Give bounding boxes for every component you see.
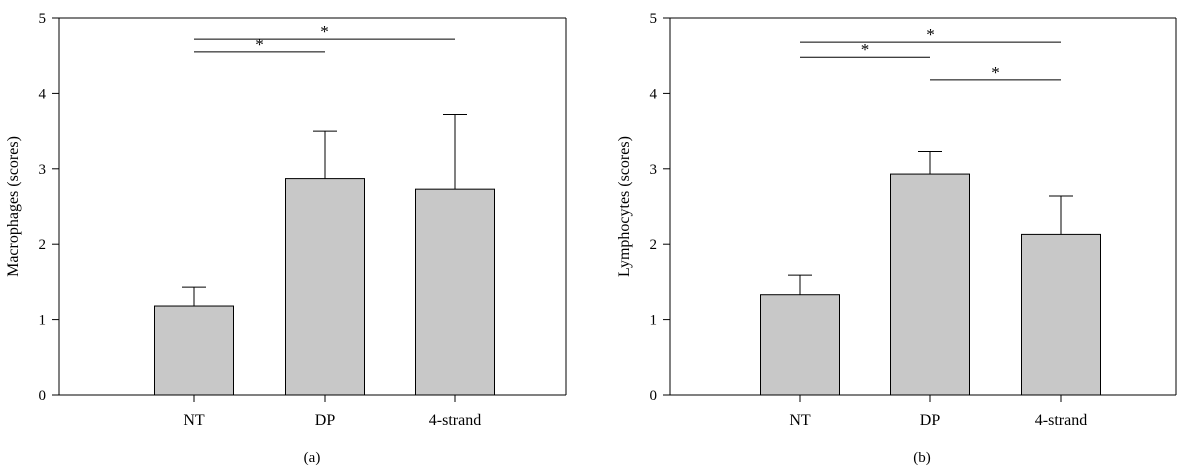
panel-a-bar	[154, 305, 234, 396]
panel-a-bar	[415, 188, 495, 396]
panel-a-significance-star: *	[255, 35, 264, 54]
panel-a-y-tick-label: 0	[39, 388, 47, 404]
panel-b-category-label: 4-strand	[1035, 412, 1087, 429]
panel-b-significance-star: *	[991, 63, 1000, 82]
panel-b-bar	[1021, 233, 1101, 396]
panel-a-bar	[285, 178, 365, 396]
panel-a-significance-star: *	[320, 22, 329, 41]
panel-b-y-tick-label: 1	[650, 313, 658, 329]
panel-b-category-label: NT	[789, 412, 811, 429]
panel-b-y-tick-label: 2	[650, 237, 658, 253]
panel-b-bar	[890, 173, 970, 396]
panel-a-y-axis-title: Macrophages (scores)	[5, 136, 22, 277]
panel-b-y-tick-label: 5	[650, 11, 658, 27]
panel-b-y-tick-label: 4	[650, 86, 658, 102]
panel-b-significance-star: *	[861, 40, 870, 59]
panel-b-label: (b)	[913, 450, 931, 466]
panel-b-y-tick-label: 3	[650, 162, 658, 178]
panel-b-bar	[760, 294, 840, 396]
panel-a-category-label: 4-strand	[429, 412, 481, 429]
panel-a-category-label: NT	[183, 412, 205, 429]
panel-a-category-label: DP	[315, 412, 336, 429]
panel-a-y-tick-label: 4	[39, 86, 47, 102]
panel-a-label: (a)	[304, 450, 321, 466]
panel-a-y-tick-label: 5	[39, 11, 47, 27]
panel-b-y-tick-label: 0	[650, 388, 658, 404]
panel-b-significance-star: *	[926, 25, 935, 44]
panel-a-y-tick-label: 3	[39, 162, 47, 178]
panel-b-y-axis-title: Lymphocytes (scores)	[616, 136, 633, 277]
panel-b-category-label: DP	[920, 412, 941, 429]
panel-a-y-tick-label: 2	[39, 237, 47, 253]
panel-a-y-tick-label: 1	[39, 313, 47, 329]
